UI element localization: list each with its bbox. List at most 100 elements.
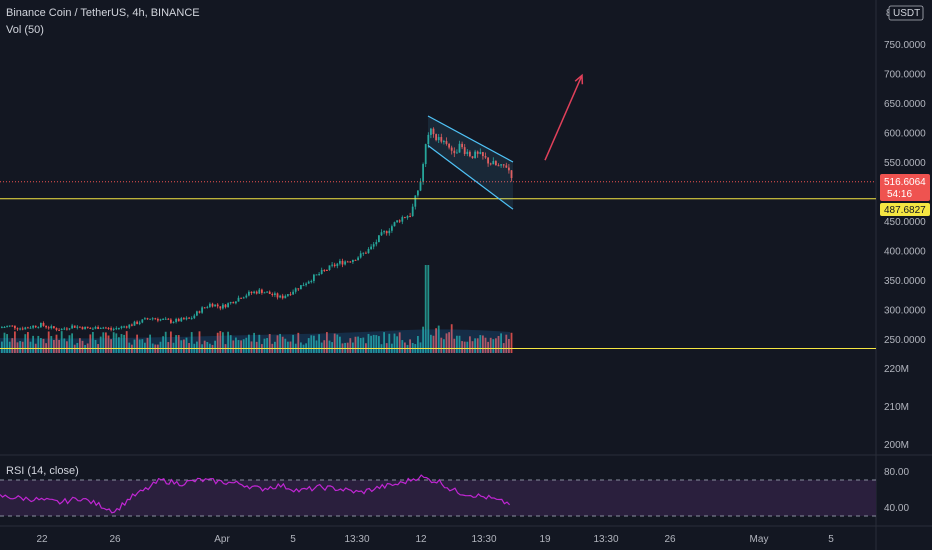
candle-body bbox=[471, 156, 474, 159]
volume-bar bbox=[175, 335, 177, 353]
last-price-label: 516.6064 bbox=[884, 177, 926, 188]
candle-body bbox=[1, 327, 3, 329]
volume-bar bbox=[133, 339, 136, 353]
volume-bar bbox=[268, 333, 271, 353]
volume-ma-area bbox=[0, 329, 510, 353]
candle-body bbox=[201, 307, 203, 313]
volume-bar bbox=[409, 339, 411, 353]
candle-body bbox=[357, 257, 359, 261]
volume-bar bbox=[445, 333, 448, 353]
candle-body bbox=[250, 291, 253, 294]
candle-body bbox=[414, 195, 417, 207]
time-tick-label: 5 bbox=[828, 534, 834, 545]
volume-bar bbox=[383, 332, 385, 353]
volume-bar bbox=[159, 341, 162, 353]
volume-bar bbox=[120, 334, 123, 353]
volume-bar bbox=[479, 335, 482, 353]
volume-bar bbox=[339, 336, 341, 353]
volume-bar bbox=[463, 341, 466, 353]
candle-body bbox=[479, 152, 482, 154]
candle-body bbox=[8, 325, 11, 327]
candle-body bbox=[92, 328, 94, 330]
volume-bar bbox=[235, 337, 237, 353]
volume-bar bbox=[229, 335, 232, 353]
volume-bar bbox=[489, 337, 492, 353]
volume-bar bbox=[196, 341, 198, 353]
volume-bar bbox=[263, 338, 266, 353]
volume-bar bbox=[406, 344, 409, 353]
candle-body bbox=[359, 253, 362, 258]
candle-body bbox=[224, 304, 227, 308]
rsi-indicator-label[interactable]: RSI (14, close) bbox=[6, 465, 79, 477]
symbol-title[interactable]: Binance Coin / TetherUS, 4h, BINANCE bbox=[6, 7, 200, 19]
candle-body bbox=[185, 317, 188, 320]
candle-body bbox=[89, 327, 92, 329]
candle-body bbox=[138, 322, 141, 324]
candle-body bbox=[71, 325, 73, 329]
channel-lower-line[interactable] bbox=[427, 144, 514, 210]
descending-channel[interactable] bbox=[428, 115, 513, 210]
volume-bar bbox=[367, 333, 370, 353]
candle-body bbox=[365, 252, 367, 254]
candle-body bbox=[172, 321, 175, 323]
candle-body bbox=[362, 252, 365, 254]
volume-bar bbox=[164, 331, 167, 353]
candle-body bbox=[281, 295, 284, 299]
volume-bar bbox=[300, 342, 302, 353]
volume-bar bbox=[440, 337, 443, 353]
candle-body bbox=[107, 327, 110, 329]
volume-bar bbox=[53, 339, 55, 353]
volume-bar bbox=[315, 340, 318, 353]
candle-body bbox=[482, 152, 484, 157]
volume-bar bbox=[102, 332, 105, 353]
price-tick-label: 600.0000 bbox=[884, 129, 926, 140]
candle-body bbox=[448, 143, 450, 148]
volume-bar bbox=[211, 344, 214, 353]
volume-bar bbox=[58, 339, 60, 353]
volume-bar bbox=[66, 341, 68, 353]
candle-body bbox=[396, 220, 398, 223]
candle-body bbox=[159, 319, 162, 321]
volume-bar bbox=[336, 334, 339, 353]
candle-body bbox=[391, 226, 393, 231]
support-price-badge bbox=[880, 203, 930, 216]
volume-tick-label: 210M bbox=[884, 402, 909, 413]
volume-bar bbox=[396, 336, 398, 353]
candle-body bbox=[372, 244, 375, 247]
volume-bar bbox=[318, 334, 320, 353]
candle-body bbox=[183, 318, 185, 320]
candle-body bbox=[461, 143, 463, 148]
price-tick-label: 550.0000 bbox=[884, 158, 926, 169]
candle-body bbox=[289, 294, 292, 296]
candle-body bbox=[196, 311, 198, 316]
candle-body bbox=[502, 164, 505, 166]
candle-body bbox=[375, 242, 378, 245]
candle-body bbox=[489, 163, 492, 165]
candle-body bbox=[274, 293, 276, 295]
time-axis: 22 26 Apr 5 13:30 12 13:30 19 13:30 26 May 5 bbox=[36, 534, 834, 545]
annotation-arrow[interactable] bbox=[544, 74, 583, 161]
price-tick-label: 250.0000 bbox=[884, 335, 926, 346]
volume-bar bbox=[424, 265, 427, 353]
candle-body bbox=[99, 327, 102, 329]
volume-bar bbox=[232, 340, 235, 353]
time-tick-label: 13:30 bbox=[593, 534, 618, 545]
volume-bar bbox=[500, 333, 502, 353]
volume-indicator-label[interactable]: Vol (50) bbox=[6, 24, 44, 36]
volume-bar bbox=[203, 340, 206, 353]
volume-bar bbox=[419, 342, 422, 353]
candle-body bbox=[237, 297, 240, 302]
volume-bar bbox=[328, 340, 331, 353]
price-tick-label: 750.0000 bbox=[884, 40, 926, 51]
candle-body bbox=[58, 329, 60, 331]
candle-body bbox=[193, 315, 196, 319]
currency-badge[interactable] bbox=[888, 5, 924, 21]
volume-bar bbox=[427, 265, 430, 353]
channel-upper-line[interactable] bbox=[427, 115, 514, 163]
candle-body bbox=[60, 328, 63, 331]
candle-body bbox=[268, 291, 271, 295]
candle-body bbox=[437, 137, 440, 141]
candle-body bbox=[214, 304, 216, 307]
candle-body bbox=[510, 170, 513, 179]
